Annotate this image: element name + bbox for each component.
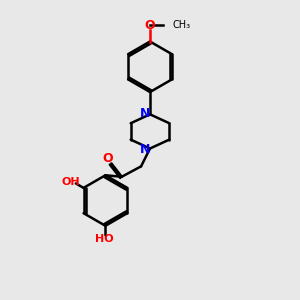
Text: N: N [140, 107, 150, 120]
Text: HO: HO [94, 234, 113, 244]
Text: O: O [145, 19, 155, 32]
Text: CH₃: CH₃ [172, 20, 190, 30]
Text: N: N [140, 142, 150, 156]
Text: O: O [103, 152, 113, 165]
Text: OH: OH [61, 177, 80, 187]
